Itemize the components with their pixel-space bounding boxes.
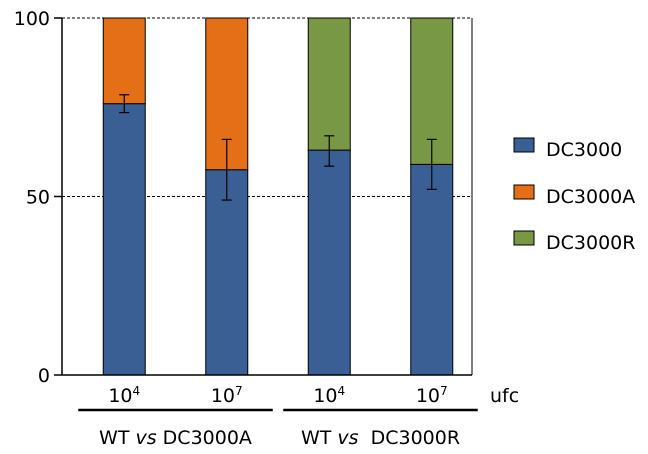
x-tick-base: 10 [211,385,235,407]
legend-swatch-dc3000a [513,184,535,200]
bar-dc3000-2 [307,149,351,376]
legend-label-dc3000a: DC3000A [546,186,635,208]
x-tick-label: 104 [313,384,345,407]
legend-label-dc3000: DC3000 [546,139,622,161]
group-label-part: WT [301,427,337,449]
x-tick-base: 10 [108,385,132,407]
legend-swatch-dc3000 [513,137,535,153]
x-tick-exponent: 4 [133,384,141,398]
bar-dc3000a-0 [102,17,146,105]
x-tick-label: 107 [416,384,448,407]
group-label-part: DC3000A [157,427,252,449]
group-label-part: vs [337,427,358,449]
group-label: WT vs DC3000R [301,427,460,449]
legend-swatch-dc3000r [513,230,535,246]
x-tick-exponent: 7 [235,384,243,398]
x-tick-base: 10 [416,385,440,407]
x-unit-label: ufc [490,385,519,407]
x-tick-exponent: 4 [338,384,346,398]
group-label: WT vs DC3000A [99,427,252,449]
y-tick-label: 100 [14,8,50,30]
x-tick-exponent: 7 [440,384,448,398]
y-tick-label: 50 [26,187,50,209]
bar-dc3000-0 [102,103,146,376]
group-label-part: DC3000R [359,427,461,449]
legend-label-dc3000r: DC3000R [546,232,635,254]
bar-dc3000r-2 [307,17,351,151]
group-label-part: WT [99,427,135,449]
x-tick-label: 107 [211,384,243,407]
group-label-part: vs [135,427,156,449]
y-tick-label: 0 [38,365,50,387]
x-tick-base: 10 [313,385,337,407]
x-tick-label: 104 [108,384,140,407]
bar-dc3000-3 [410,163,454,376]
